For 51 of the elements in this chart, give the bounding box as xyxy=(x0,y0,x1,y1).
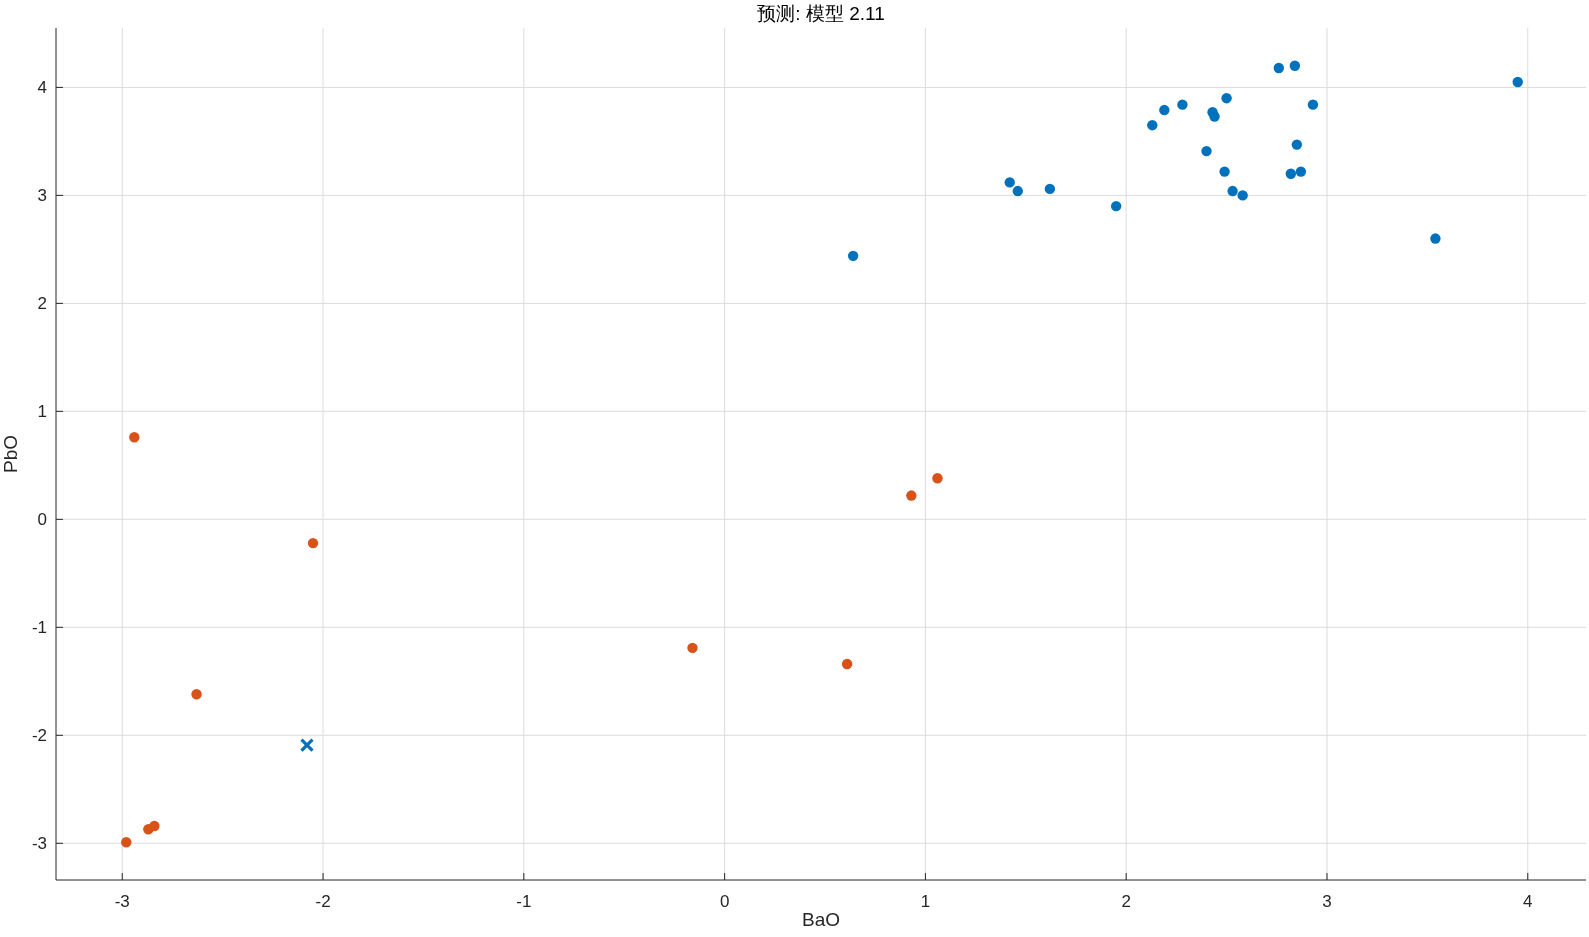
y-tick-label: -2 xyxy=(31,726,47,746)
point xyxy=(149,820,160,832)
point xyxy=(687,642,698,654)
point xyxy=(1291,139,1303,150)
point xyxy=(1295,166,1307,177)
point xyxy=(1201,145,1212,157)
y-tick-label: 4 xyxy=(37,78,47,98)
point xyxy=(129,432,140,443)
point xyxy=(1012,185,1023,197)
x-tick-label: -3 xyxy=(114,892,130,911)
point xyxy=(1430,233,1441,244)
point xyxy=(1285,168,1297,179)
point xyxy=(307,537,319,549)
point xyxy=(1110,200,1122,212)
point xyxy=(1209,111,1220,122)
y-tick-label: 0 xyxy=(37,510,47,530)
point xyxy=(1227,185,1238,197)
point xyxy=(906,490,917,501)
point xyxy=(1512,76,1523,88)
x-tick-label: 0 xyxy=(719,892,730,911)
x-tick-label: 4 xyxy=(1523,892,1533,911)
y-tick-label: 1 xyxy=(37,402,47,422)
x-axis-title: BaO xyxy=(801,909,841,930)
y-tick-label: -1 xyxy=(31,618,47,638)
chart-title: 预测: 模型 2.11 xyxy=(757,3,885,24)
point xyxy=(1159,104,1170,116)
point xyxy=(1004,177,1015,188)
y-tick-label: 2 xyxy=(37,294,47,314)
x-tick-label: 3 xyxy=(1322,892,1332,911)
x-tick-label: -2 xyxy=(315,892,331,911)
x-tick-label: 2 xyxy=(1121,892,1131,911)
point xyxy=(1177,99,1188,110)
point xyxy=(932,473,943,484)
point xyxy=(1147,119,1158,131)
point xyxy=(1273,62,1284,74)
y-tick-label: 3 xyxy=(37,186,47,206)
y-axis-title: PbO xyxy=(0,434,21,474)
point xyxy=(1221,92,1232,104)
point xyxy=(191,689,202,700)
point xyxy=(1289,60,1301,71)
x-tick-label: -1 xyxy=(516,892,532,911)
point xyxy=(841,658,853,670)
x-tick-label: 1 xyxy=(920,892,931,911)
point xyxy=(847,250,859,262)
point xyxy=(1307,99,1319,110)
point xyxy=(1044,183,1056,195)
point xyxy=(1237,190,1248,201)
point xyxy=(121,837,132,848)
point xyxy=(299,737,315,753)
y-tick-label: -3 xyxy=(31,834,47,854)
point xyxy=(1219,166,1230,177)
